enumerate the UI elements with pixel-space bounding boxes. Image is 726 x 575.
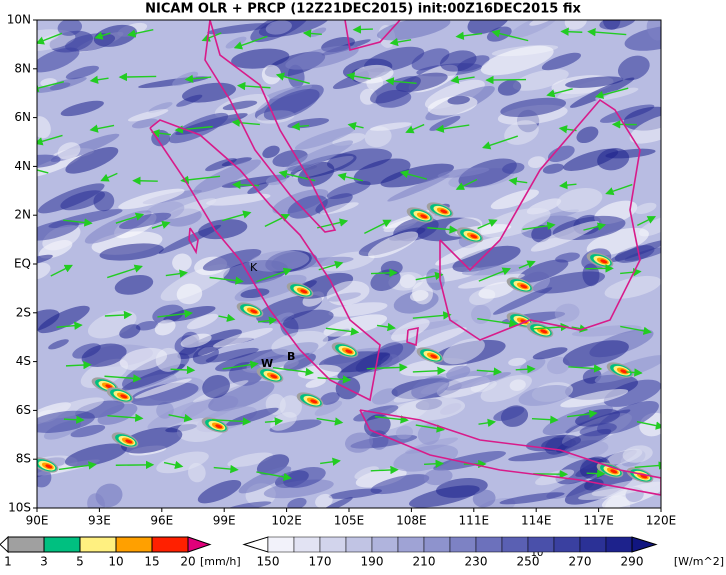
colorbar-label: 15 [144, 555, 159, 569]
colorbar-box [476, 537, 502, 552]
lat-label: 4N [14, 159, 31, 173]
colorbar-end [0, 537, 8, 552]
colorbar-box [580, 537, 606, 552]
colorbar-box [398, 537, 424, 552]
colorbar-box [502, 537, 528, 552]
lon-label: 114E [521, 514, 552, 528]
lat-label: 2N [14, 208, 31, 222]
colorbar-box [152, 537, 188, 552]
colorbar-box [606, 537, 632, 552]
colorbar-label: 270 [569, 555, 592, 569]
lat-label: 4S [16, 354, 31, 368]
lat-label: 10N [7, 13, 31, 27]
wind-arrow [120, 76, 156, 77]
colorbar-label: 10 [108, 555, 123, 569]
title: NICAM OLR + PRCP (12Z21DEC2015) init:00Z… [145, 2, 581, 17]
colorbar-label: 3 [40, 555, 48, 569]
colorbar-box [44, 537, 80, 552]
colorbar-box [268, 537, 294, 552]
colorbar-unit: [mm/h] [200, 555, 241, 568]
colorbar-box [554, 537, 580, 552]
lon-label: 96E [150, 514, 173, 528]
wind-arrow [371, 273, 396, 274]
colorbar-end [244, 537, 268, 552]
lon-label: 108E [396, 514, 427, 528]
lat-label: 8S [16, 452, 31, 466]
lon-label: 102E [271, 514, 302, 528]
colorbar-label: 20 [180, 555, 195, 569]
colorbar-box [8, 537, 44, 552]
lat-label: 2S [16, 305, 31, 319]
colorbar-box [294, 537, 320, 552]
lon-label: 90E [26, 514, 49, 528]
colorbar-label: 1 [4, 555, 12, 569]
wind-arrow [354, 29, 373, 30]
place-label: W [261, 357, 273, 370]
colorbar-box [528, 537, 554, 552]
wind-arrow [587, 473, 604, 474]
colorbar-label: 190 [361, 555, 384, 569]
wind-arrow [134, 181, 158, 182]
colorbar-label: 230 [465, 555, 488, 569]
map-area [5, 2, 692, 522]
wind-arrow [562, 31, 583, 32]
colorbar-box [424, 537, 450, 552]
colorbar-unit: [W/m^2] [674, 555, 724, 568]
wind-arrow [424, 463, 442, 464]
lat-label: 6N [14, 110, 31, 124]
lon-label: 117E [583, 514, 614, 528]
colorbar-box [450, 537, 476, 552]
colorbar-box [320, 537, 346, 552]
lat-label: EQ [14, 257, 31, 271]
lat-label: 8N [14, 61, 31, 75]
lat-label: 10S [8, 501, 31, 515]
lon-label: 111E [459, 514, 490, 528]
wind-arrow [516, 369, 535, 370]
lon-label: 105E [334, 514, 365, 528]
colorbar-label: 150 [257, 555, 280, 569]
lon-label: 93E [88, 514, 111, 528]
colorbar-label: 250 [517, 555, 540, 569]
lon-label: 120E [646, 514, 677, 528]
colorbar-box [346, 537, 372, 552]
colorbar-box [372, 537, 398, 552]
wind-arrow [64, 419, 83, 420]
colorbar-end [188, 537, 210, 552]
place-label: B [287, 350, 295, 363]
colorbar-label: 290 [621, 555, 644, 569]
place-label: K [250, 261, 258, 274]
colorbar-label: 210 [413, 555, 436, 569]
colorbar-label: 170 [309, 555, 332, 569]
colorbar-label: 5 [76, 555, 84, 569]
colorbar-box [80, 537, 116, 552]
colorbar-end [632, 537, 656, 552]
lat-label: 6S [16, 403, 31, 417]
lon-label: 99E [213, 514, 236, 528]
colorbar-box [116, 537, 152, 552]
